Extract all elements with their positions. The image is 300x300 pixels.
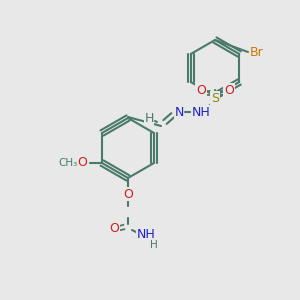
Text: O: O bbox=[109, 221, 119, 235]
Text: S: S bbox=[211, 92, 219, 104]
Text: O: O bbox=[196, 83, 206, 97]
Text: Br: Br bbox=[250, 46, 264, 59]
Text: H: H bbox=[144, 112, 154, 124]
Text: H: H bbox=[150, 240, 158, 250]
Text: O: O bbox=[123, 188, 133, 200]
Text: N: N bbox=[174, 106, 184, 118]
Text: CH₃: CH₃ bbox=[58, 158, 78, 168]
Text: O: O bbox=[77, 157, 87, 169]
Text: NH: NH bbox=[192, 106, 210, 118]
Text: O: O bbox=[224, 83, 234, 97]
Text: NH: NH bbox=[136, 229, 155, 242]
